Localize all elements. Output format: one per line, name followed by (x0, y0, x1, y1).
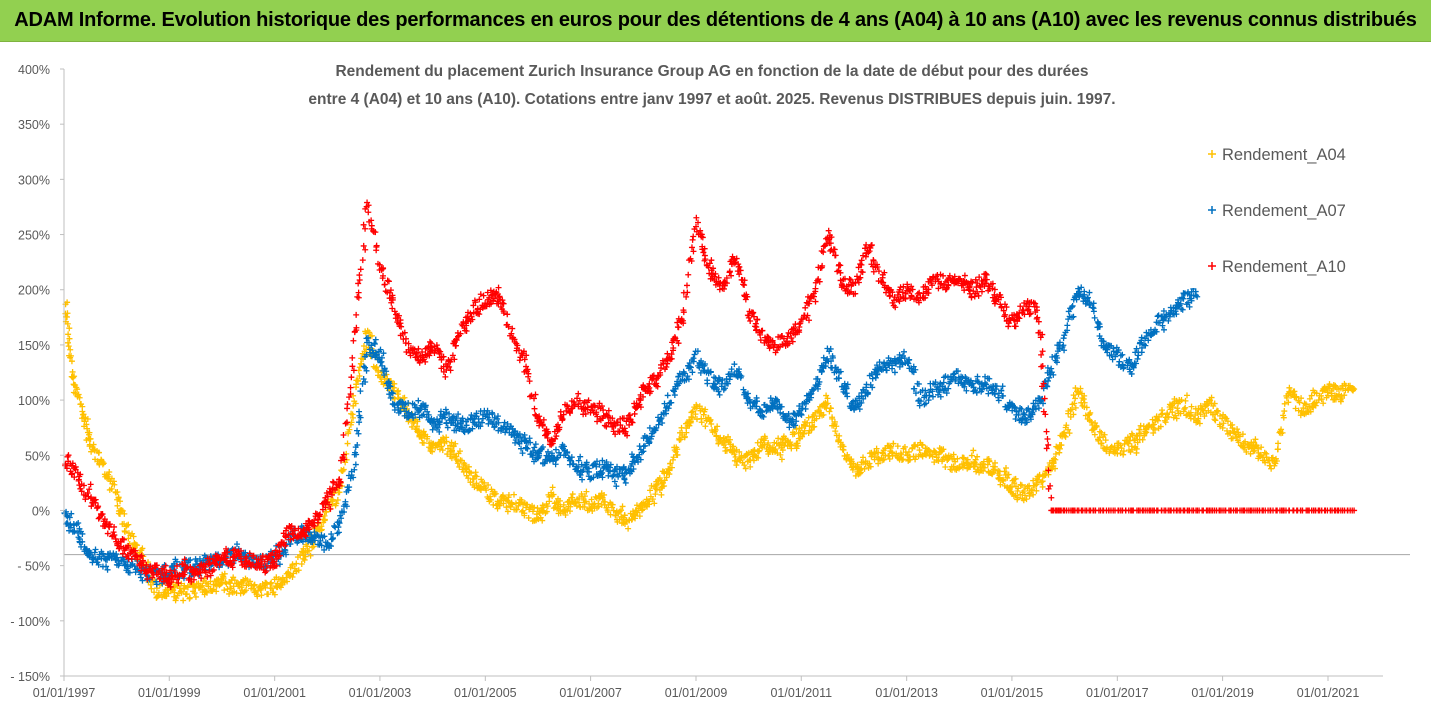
banner-title: ADAM Informe. Evolution historique des p… (14, 9, 1417, 32)
scatter-chart: 400%350%300%250%200%150%100%50%0%- 50%- … (0, 42, 1431, 721)
chart-area: 400%350%300%250%200%150%100%50%0%- 50%- … (0, 42, 1431, 721)
banner: ADAM Informe. Evolution historique des p… (0, 0, 1431, 42)
